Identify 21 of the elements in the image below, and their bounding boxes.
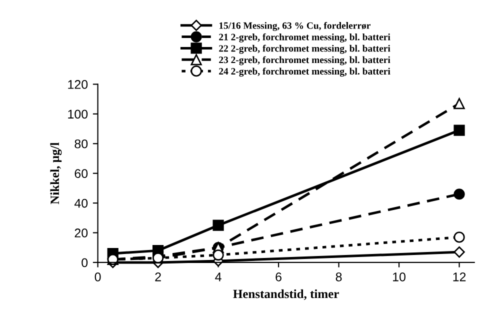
y-tick-label: 120	[68, 80, 88, 89]
y-axis-title: Nikkel, µg/l	[50, 142, 62, 204]
x-tick-label: 6	[276, 272, 282, 282]
y-tick-label: 80	[74, 139, 88, 148]
y-tick-label: 0	[82, 258, 88, 268]
x-axis-title: Henstandstid, timer	[233, 289, 339, 300]
y-tick-label: 60	[74, 169, 88, 178]
x-tick-label: 4	[215, 272, 222, 282]
legend-label: 21 2-greb, forchromet messing, bl. batteri	[219, 33, 390, 42]
y-tick-label: 20	[74, 228, 88, 238]
x-tick-label: 8	[336, 272, 342, 282]
y-tick-label: 40	[74, 198, 88, 208]
x-tick-label: 2	[155, 272, 161, 282]
x-tick-label: 12	[453, 272, 466, 282]
y-tick-label: 100	[68, 110, 88, 119]
x-tick-label: 0	[94, 272, 101, 282]
legend-label: 24 2-greb, forchromet messing, bl. batteri	[219, 68, 390, 77]
legend-label: 23 2-greb, forchromet messing, bl. batteri	[219, 56, 390, 66]
legend-label: 22 2-greb, forchromet messing, bl. batteri	[219, 44, 390, 54]
x-tick-label: 10	[393, 272, 406, 282]
legend-label: 15/16 Messing, 63 % Cu, fordelerrør	[219, 22, 370, 31]
